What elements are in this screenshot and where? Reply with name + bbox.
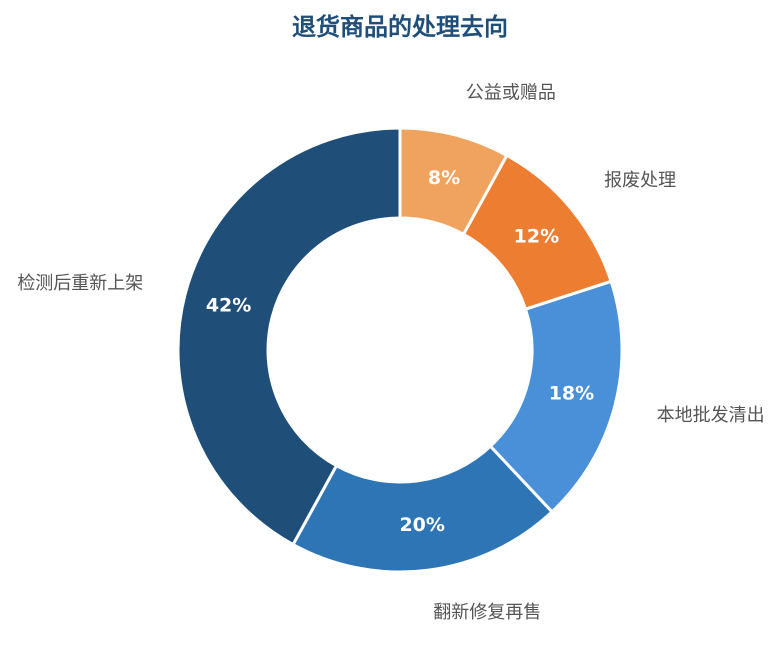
value-label: 8% xyxy=(428,167,460,189)
chart-title: 退货商品的处理去向 xyxy=(292,13,508,41)
slice xyxy=(291,444,555,574)
category-label: 检测后重新上架 xyxy=(17,273,143,294)
slice xyxy=(176,126,402,547)
category-label: 翻新修复再售 xyxy=(433,602,541,623)
category-label: 报废处理 xyxy=(604,170,676,191)
category-label: 本地批发清出 xyxy=(657,405,765,426)
value-label: 12% xyxy=(514,226,559,248)
value-label: 18% xyxy=(549,383,594,405)
category-label: 公益或赠品 xyxy=(466,82,556,103)
value-label: 20% xyxy=(399,514,444,536)
slice xyxy=(488,279,624,514)
value-label: 42% xyxy=(206,294,251,316)
